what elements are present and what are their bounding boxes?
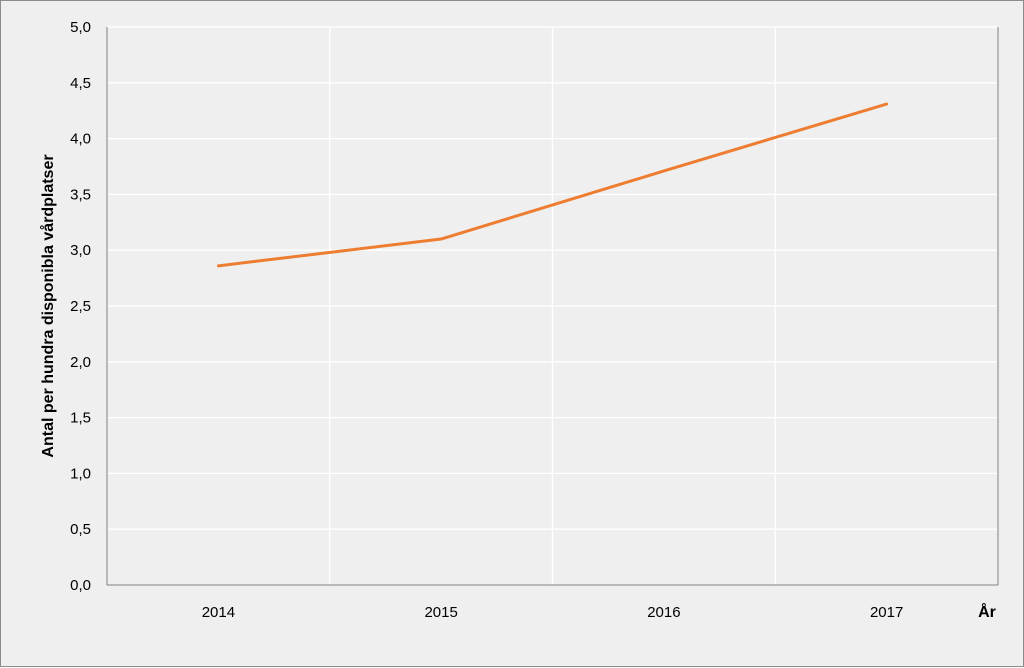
y-tick-label: 3,5	[70, 186, 91, 203]
x-tick-label: 2016	[647, 604, 680, 621]
y-axis-title: Antal per hundra disponibla vårdplatser	[39, 154, 57, 457]
x-tick-label: 2014	[202, 604, 235, 621]
y-tick-label: 2,0	[70, 354, 91, 371]
x-axis-ticks: 2014 2015 2016 2017	[202, 604, 904, 621]
y-tick-label: 0,5	[70, 521, 91, 538]
y-tick-label: 2,5	[70, 298, 91, 315]
x-tick-label: 2015	[424, 604, 457, 621]
grid-lines	[107, 26, 998, 585]
x-axis-title: År	[978, 602, 996, 621]
y-tick-label: 5,0	[70, 19, 91, 36]
y-axis-ticks: 0,0 0,5 1,0 1,5 2,0 2,5 3,0 3,5 4,0 4,5 5,0	[70, 19, 91, 594]
y-tick-label: 1,0	[70, 465, 91, 482]
y-tick-label: 4,5	[70, 75, 91, 92]
axes	[106, 27, 999, 586]
series-line	[216, 102, 889, 268]
y-tick-label: 0,0	[70, 577, 91, 594]
series	[216, 102, 889, 268]
y-tick-label: 4,0	[70, 131, 91, 148]
y-tick-label: 3,0	[70, 242, 91, 259]
x-tick-label: 2017	[870, 604, 903, 621]
y-tick-label: 1,5	[70, 410, 91, 427]
